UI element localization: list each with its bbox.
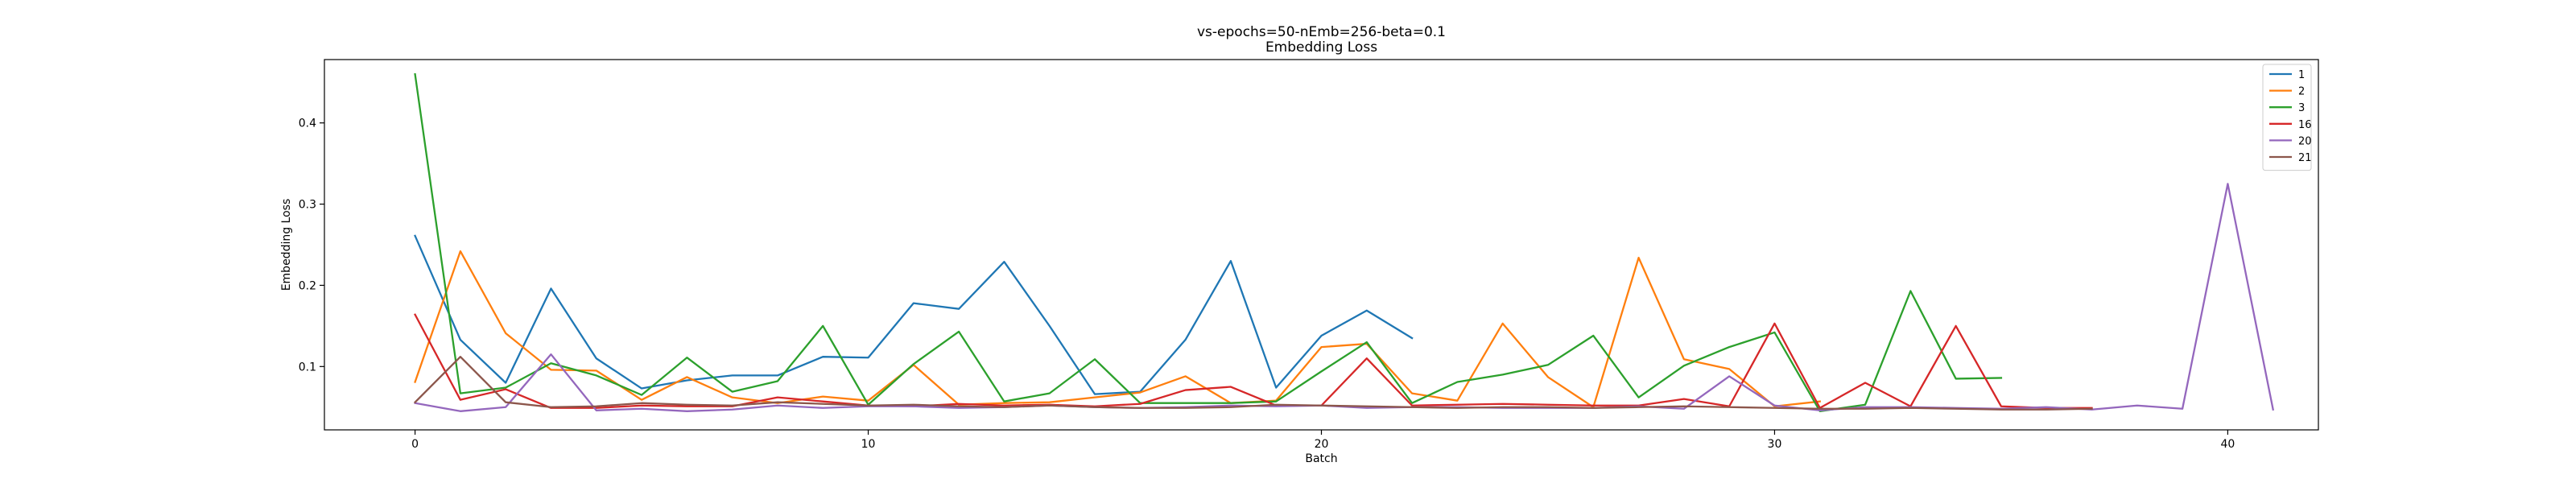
y-tick-label: 0.4 [299, 118, 316, 130]
series-line-20 [414, 183, 2275, 412]
chart-title: vs-epochs=50-nEmb=256-beta=0.1 [1197, 24, 1446, 40]
x-tick-label: 20 [1315, 438, 1329, 451]
legend: 1 2 3 16 20 21 [2262, 64, 2312, 171]
series-line-1 [414, 234, 1414, 395]
ticks-layer: 0 10 20 30 40 0.1 0.2 0.3 0.4 [299, 118, 2235, 451]
legend-label-20: 20 [2298, 135, 2312, 147]
plot-frame [324, 59, 2319, 431]
x-tick-label: 40 [2220, 438, 2235, 451]
legend-label-21: 21 [2298, 152, 2312, 164]
y-tick-label: 0.1 [299, 361, 316, 374]
series-line-21 [413, 356, 2093, 411]
x-tick-label: 10 [861, 438, 876, 451]
legend-label-1: 1 [2298, 69, 2305, 81]
series-layer [413, 72, 2275, 412]
y-tick-label: 0.3 [299, 199, 316, 212]
series-line-2 [414, 250, 1822, 408]
chart-subtitle: Embedding Loss [1265, 39, 1377, 56]
series-line-16 [414, 313, 2093, 409]
y-axis-title: Embedding Loss [280, 199, 293, 291]
series-line-3 [414, 72, 2003, 412]
y-tick-label: 0.2 [299, 279, 316, 292]
x-axis-title: Batch [1305, 452, 1337, 465]
legend-label-16: 16 [2298, 119, 2312, 131]
legend-label-2: 2 [2298, 86, 2305, 98]
x-tick-label: 0 [411, 438, 419, 451]
legend-label-3: 3 [2298, 102, 2305, 114]
x-tick-label: 30 [1768, 438, 1782, 451]
